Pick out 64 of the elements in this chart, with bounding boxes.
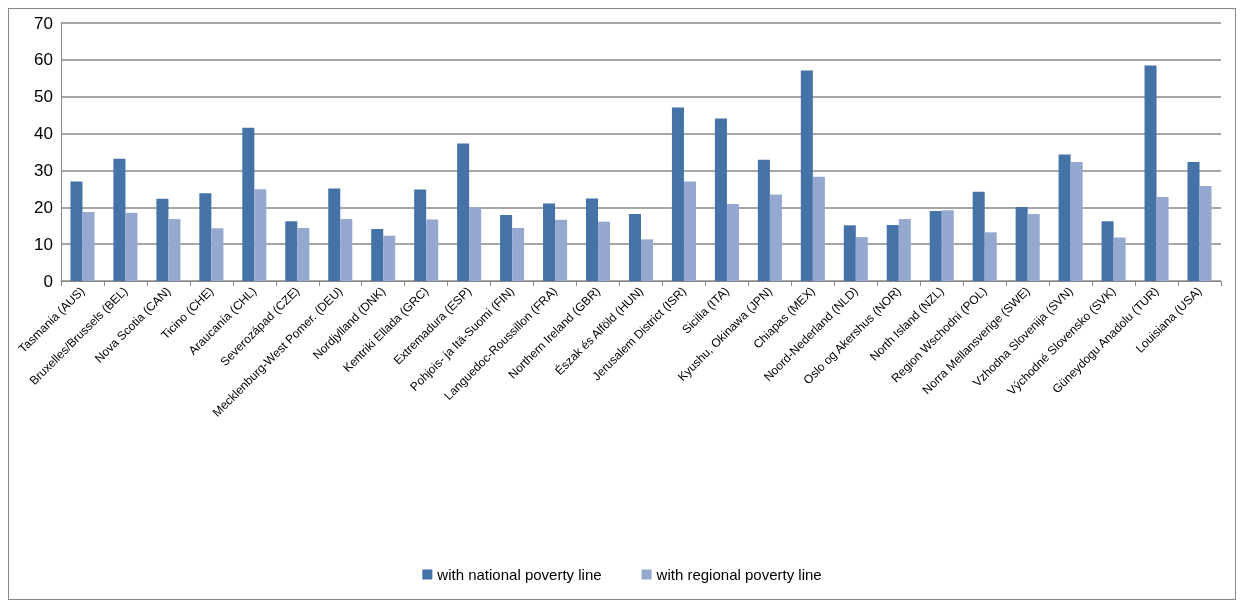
bar (1199, 185, 1212, 281)
bar (800, 70, 813, 281)
bar (500, 215, 513, 281)
bar (1070, 161, 1083, 281)
bar (1156, 196, 1169, 281)
bar (125, 212, 138, 281)
bar (714, 118, 727, 281)
bar (383, 235, 396, 281)
bar (984, 232, 997, 281)
y-tick-label: 10 (34, 234, 53, 254)
y-tick-label: 20 (34, 197, 53, 217)
bar (641, 239, 654, 281)
bar (726, 203, 739, 281)
bar (371, 229, 384, 281)
bar (628, 213, 641, 281)
bar (328, 188, 341, 281)
bar (886, 224, 899, 281)
bar (1027, 213, 1040, 281)
bar (543, 203, 556, 281)
bar (555, 219, 568, 281)
bar (254, 189, 267, 281)
bar (414, 189, 427, 281)
bar (512, 227, 525, 281)
y-tick-label: 30 (34, 160, 53, 180)
bar (242, 127, 255, 281)
bar (1113, 237, 1126, 281)
bar (340, 219, 353, 281)
bar (457, 143, 470, 281)
legend-label: with national poverty line (436, 566, 602, 583)
bar (199, 193, 212, 281)
bar (70, 181, 83, 281)
bar (586, 198, 599, 281)
bar (683, 181, 696, 281)
bar (757, 159, 770, 281)
bar (1015, 206, 1028, 281)
bar (941, 210, 954, 281)
y-tick-label: 40 (34, 124, 53, 144)
bar (598, 221, 611, 281)
bar (1187, 161, 1200, 281)
legend-label: with regional poverty line (655, 566, 822, 583)
bar (1058, 154, 1071, 281)
bar (972, 191, 985, 281)
bar (82, 212, 95, 281)
bar (1101, 221, 1114, 281)
bar (426, 219, 439, 281)
bar (1144, 65, 1157, 281)
bar (929, 210, 942, 281)
bar (297, 227, 310, 281)
bar (671, 107, 684, 281)
y-tick-label: 50 (34, 87, 53, 107)
bar (113, 158, 126, 281)
bar (812, 176, 825, 281)
bar (898, 219, 911, 281)
bar (156, 198, 169, 281)
bar (168, 219, 181, 281)
y-tick-label: 60 (34, 50, 53, 70)
bar (855, 237, 868, 281)
bar (843, 225, 856, 281)
y-tick-label: 0 (43, 271, 53, 291)
bar (469, 207, 482, 281)
y-tick-label: 70 (34, 13, 53, 33)
bar (211, 228, 224, 281)
bar (285, 221, 298, 281)
bar (769, 194, 782, 281)
